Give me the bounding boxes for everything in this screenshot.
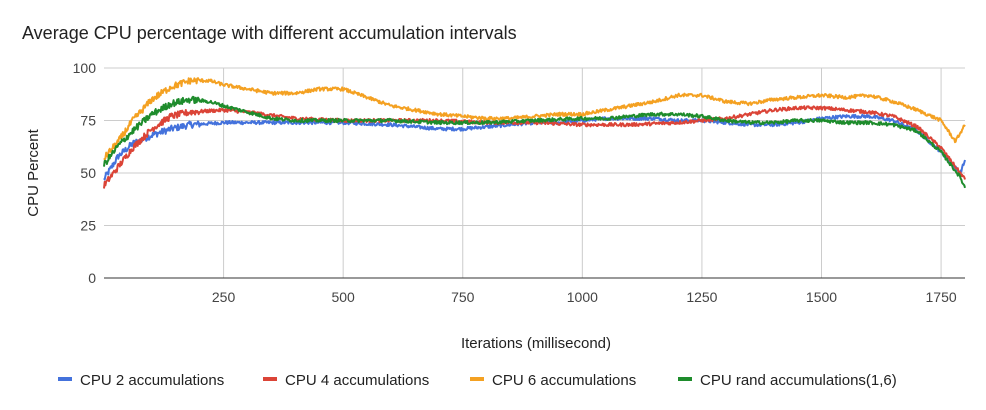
legend-label-0: CPU 2 accumulations (80, 372, 224, 389)
x-tick-label: 1000 (567, 289, 598, 305)
x-tick-label: 1500 (806, 289, 837, 305)
x-axis-title: Iterations (millisecond) (461, 335, 611, 352)
y-tick-label: 25 (80, 218, 96, 234)
x-tick-label: 500 (331, 289, 355, 305)
legend-label-2: CPU 6 accumulations (492, 372, 636, 389)
legend-label-3: CPU rand accumulations(1,6) (700, 372, 897, 389)
y-axis-ticks: 0 25 50 75 100 (73, 60, 97, 286)
series-lines (103, 77, 966, 189)
y-axis-title: CPU Percent (25, 128, 42, 216)
y-tick-label: 75 (80, 113, 96, 129)
x-axis-ticks: 250 500 750 1000 1250 1500 1750 (212, 289, 957, 305)
legend: CPU 2 accumulations CPU 4 accumulations CP… (58, 372, 897, 389)
y-tick-label: 50 (80, 165, 96, 181)
x-tick-label: 1250 (686, 289, 717, 305)
x-tick-label: 750 (451, 289, 475, 305)
series-line-2 (103, 77, 966, 161)
gridlines (104, 67, 965, 278)
legend-label-1: CPU 4 accumulations (285, 372, 429, 389)
series-line-0 (103, 113, 966, 181)
series-line-3 (103, 95, 966, 189)
y-tick-label: 100 (73, 60, 97, 76)
y-tick-label: 0 (88, 270, 96, 286)
chart-title: Average CPU percentage with different ac… (22, 23, 517, 43)
x-tick-label: 250 (212, 289, 236, 305)
x-tick-label: 1750 (926, 289, 957, 305)
